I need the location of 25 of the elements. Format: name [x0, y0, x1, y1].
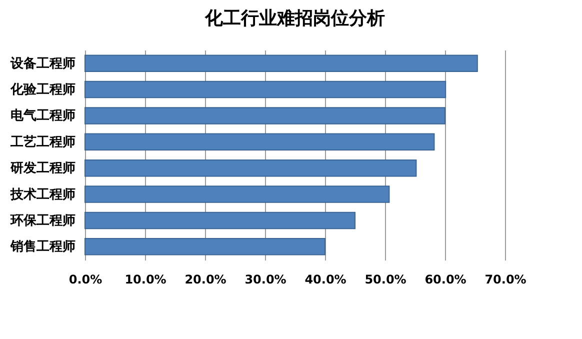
bar: [84, 212, 356, 230]
x-tick-label: 50.0%: [364, 272, 406, 286]
y-tick-label: 研发工程师: [10, 161, 76, 176]
x-tick-label: 20.0%: [184, 272, 226, 286]
bar: [84, 107, 446, 124]
bar: [84, 133, 435, 151]
bar: [84, 54, 478, 72]
y-tick-label: 化验工程师: [10, 82, 76, 98]
chart-title: 化工行业难招岗位分析: [204, 8, 385, 29]
x-tick-label: 60.0%: [424, 272, 466, 286]
y-tick-label: 设备工程师: [10, 56, 76, 72]
bar: [84, 159, 417, 177]
x-tick-label: 10.0%: [124, 272, 166, 286]
x-tick-label: 70.0%: [484, 272, 526, 286]
y-tick-label: 工艺工程师: [10, 134, 76, 150]
y-tick-label: 销售工程师: [10, 240, 76, 255]
y-tick-label: 技术工程师: [10, 187, 76, 202]
y-tick-label: 环保工程师: [10, 213, 76, 228]
y-tick-label: 电气工程师: [10, 108, 76, 124]
bar: [84, 80, 446, 98]
x-tick-label: 40.0%: [304, 272, 346, 286]
bar: [84, 186, 390, 203]
x-tick-label: 30.0%: [244, 272, 286, 286]
bar: [84, 238, 326, 256]
x-tick-label: 0.0%: [68, 272, 102, 286]
